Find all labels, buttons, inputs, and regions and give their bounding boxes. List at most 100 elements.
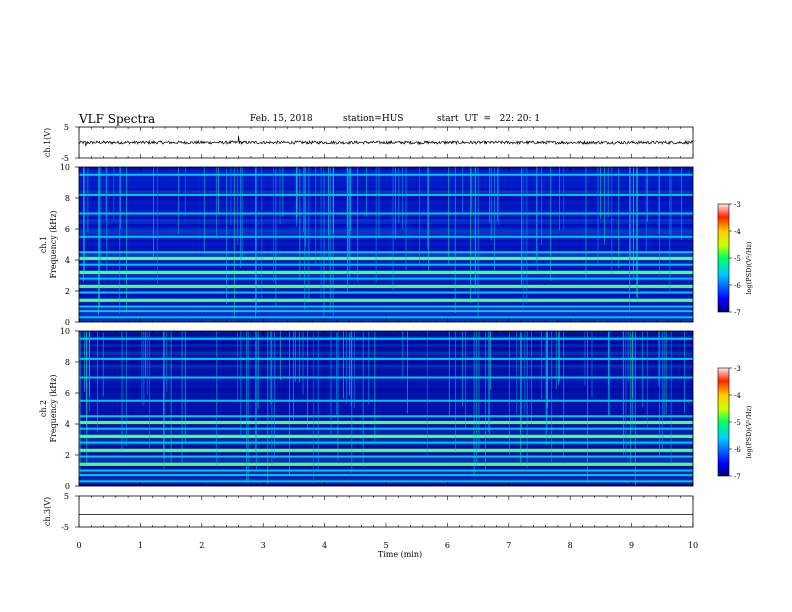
ch2-spectrogram-ytick-label: 10 bbox=[60, 327, 70, 336]
ch3-waveform-ytick-label: -5 bbox=[61, 523, 69, 532]
ch1-spectrogram-noise-row bbox=[79, 179, 693, 183]
ch1-spectrogram-noise-row bbox=[79, 198, 693, 201]
ch1-spectrogram-noise-row bbox=[79, 208, 693, 212]
ch2-spectrogram-noise-row bbox=[79, 405, 693, 409]
ch1-spectrogram-noise-row bbox=[79, 172, 693, 176]
ch1-spectrogram-ylabel: Frequency (kHz) bbox=[49, 210, 58, 278]
ch1-spectrogram-band bbox=[79, 263, 693, 266]
ch2-spectrogram-noise-row bbox=[79, 395, 693, 399]
ch2-spectrogram-colorbar-tick-label: -4 bbox=[734, 392, 741, 400]
ch1-spectrogram-noise-row bbox=[79, 267, 693, 271]
ch1-spectrogram-noise-row bbox=[79, 229, 693, 232]
ch1-spectrogram-band bbox=[79, 291, 693, 294]
ch1-spectrogram-ytick-label: 8 bbox=[65, 194, 70, 203]
ch2-spectrogram-band bbox=[79, 448, 693, 452]
ch1-spectrogram-band bbox=[79, 277, 693, 280]
ch2-spectrogram-noise-row bbox=[79, 390, 693, 394]
ch1-spectrogram-noise-row bbox=[79, 288, 693, 292]
ch1-spectrogram-noise-row bbox=[79, 306, 693, 310]
ch2-spectrogram-noise-row bbox=[79, 457, 693, 461]
ch2-spectrogram-ytick-label: 2 bbox=[65, 451, 70, 460]
ch1-spectrogram-noise-row bbox=[79, 195, 693, 199]
ch2-spectrogram-noise-row bbox=[79, 393, 693, 396]
ch1-spectrogram-noise-row bbox=[79, 223, 693, 227]
ch1-spectrogram-band bbox=[79, 173, 693, 176]
ch1-spectrogram-colorbar-label: log(PSD)(V²/Hz) bbox=[745, 241, 753, 294]
ch2-spectrogram-noise-row bbox=[79, 475, 693, 479]
ch1-spectrogram-noise-row bbox=[79, 218, 693, 222]
ch1-spectrogram-noise-row bbox=[79, 169, 693, 173]
ch1-spectrogram-band bbox=[79, 212, 693, 215]
ch1-spectrogram-noise-row bbox=[79, 275, 693, 279]
ch1-spectrogram-noise-row bbox=[79, 239, 693, 243]
ch1-spectrogram-noise-row bbox=[79, 236, 693, 240]
ch2-spectrogram-band bbox=[79, 480, 693, 483]
ch2-spectrogram-noise-row bbox=[79, 400, 693, 404]
ch1-spectrogram-noise-row bbox=[79, 252, 693, 256]
ch2-spectrogram-noise-row bbox=[79, 436, 693, 440]
time-tick-label: 8 bbox=[568, 541, 573, 550]
ch1-spectrogram-band bbox=[79, 284, 693, 288]
ch2-spectrogram-noise-row bbox=[79, 377, 693, 381]
ch2-spectrogram-noise-row bbox=[79, 336, 693, 340]
ch1-spectrogram-noise-row bbox=[79, 272, 693, 276]
ch2-spectrogram-noise-row bbox=[79, 465, 693, 469]
ch2-spectrogram-noise-row bbox=[79, 403, 693, 407]
ch1-spectrogram-noise-row bbox=[79, 301, 693, 305]
ch1-spectrogram-noise-row bbox=[79, 260, 693, 263]
ch2-spectrogram-band bbox=[79, 415, 693, 418]
ch2-spectrogram-colorbar-label: log(PSD)(V²/Hz) bbox=[745, 405, 753, 458]
ch1-spectrogram-noise-row bbox=[79, 174, 693, 178]
time-tick-label: 6 bbox=[445, 541, 450, 550]
ch2-spectrogram-band bbox=[79, 357, 693, 360]
ch1-spectrogram-noise-row bbox=[79, 254, 693, 258]
ch2-spectrogram-band bbox=[79, 441, 693, 444]
ch2-spectrogram-colorbar-tick-label: -7 bbox=[734, 473, 741, 481]
ch2-spectrogram-noise-row bbox=[79, 382, 693, 386]
ch2-spectrogram-noise bbox=[79, 331, 693, 487]
ch1-spectrogram-band bbox=[79, 305, 693, 308]
ch2-spectrogram-noise-row bbox=[79, 447, 693, 451]
ch2-spectrogram-noise-row bbox=[79, 354, 693, 358]
ch2-spectrogram-noise-row bbox=[79, 460, 693, 464]
ch1-spectrogram-noise-row bbox=[79, 226, 693, 230]
ch2-spectrogram-noise-row bbox=[79, 364, 693, 368]
ch1-spectrogram-noise-row bbox=[79, 177, 693, 181]
ch1-spectrogram-noise-row bbox=[79, 185, 693, 188]
time-tick-label: 10 bbox=[688, 541, 698, 550]
ch2-spectrogram-noise-row bbox=[79, 478, 693, 482]
ch2-spectrogram-band bbox=[79, 376, 693, 379]
ch1-spectrogram-colorbar-tick-label: -5 bbox=[734, 255, 741, 263]
ch2-spectrogram-band bbox=[79, 455, 693, 458]
ch2-spectrogram-channel-label: ch.2 bbox=[39, 400, 48, 417]
time-tick-label: 5 bbox=[383, 541, 388, 550]
ch2-spectrogram-band bbox=[79, 427, 693, 430]
date-label: Feb. 15, 2018 bbox=[250, 114, 313, 124]
ch1-spectrogram-band bbox=[79, 316, 693, 319]
ch2-spectrogram-noise-row bbox=[79, 416, 693, 420]
time-axis-label: Time (min) bbox=[378, 550, 422, 559]
ch1-spectrogram-noise-row bbox=[79, 314, 693, 318]
ch1-spectrogram-noise-row bbox=[79, 293, 693, 297]
ch2-spectrogram-noise-row bbox=[79, 385, 693, 389]
ch2-spectrogram-noise-row bbox=[79, 467, 693, 471]
ch1-spectrogram-noise-row bbox=[79, 247, 693, 250]
ch2-spectrogram-noise-row bbox=[79, 470, 693, 474]
ch2-spectrogram-noise-row bbox=[79, 439, 693, 443]
ch3-waveform-ylabel: ch.3(V) bbox=[43, 497, 52, 526]
ch2-spectrogram-noise-row bbox=[79, 369, 693, 373]
ch2-spectrogram-noise-row bbox=[79, 424, 693, 427]
ch1-spectrogram-band bbox=[79, 235, 693, 238]
ch2-spectrogram-noise-row bbox=[79, 398, 693, 402]
ch1-spectrogram-colorbar-tick-label: -6 bbox=[734, 282, 741, 290]
ch3-waveform-bg bbox=[79, 496, 693, 527]
ch1-waveform-ytick-label: -5 bbox=[61, 154, 69, 163]
ch1-waveform-ylabel: ch.1(V) bbox=[43, 128, 52, 157]
ch1-spectrogram-noise-row bbox=[79, 213, 693, 217]
figure-title: VLF Spectra bbox=[79, 112, 156, 126]
ch2-spectrogram-ytick-label: 6 bbox=[65, 389, 70, 398]
ch2-spectrogram-noise-row bbox=[79, 408, 693, 412]
ch1-spectrogram-noise-row bbox=[79, 190, 693, 194]
time-tick-label: 3 bbox=[261, 541, 266, 550]
ch1-spectrogram-noise-row bbox=[79, 203, 693, 207]
